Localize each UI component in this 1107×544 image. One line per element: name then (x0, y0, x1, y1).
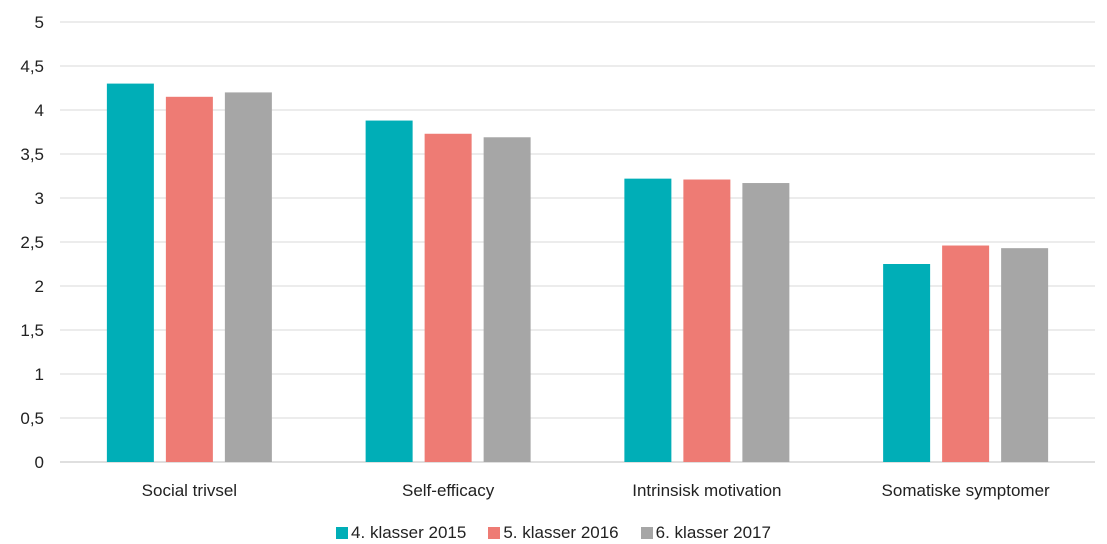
legend-label: 6. klasser 2017 (655, 523, 771, 542)
y-tick-label: 1 (35, 365, 44, 384)
bar (883, 264, 931, 462)
bar (683, 179, 731, 462)
legend-label: 5. klasser 2016 (503, 523, 619, 542)
y-axis: 0 0,5 1 1,5 2 2,5 3 3,5 4 4,5 5 (20, 13, 44, 472)
x-axis: Social trivsel Self-efficacy Intrinsisk mo… (142, 481, 1050, 500)
y-tick-label: 2,5 (20, 233, 44, 252)
bar (483, 137, 531, 462)
legend-item-4-klasser-2015: 4. klasser 2015 (336, 523, 466, 543)
bar (224, 92, 272, 463)
legend-label: 4. klasser 2015 (351, 523, 467, 542)
y-tick-label: 2 (35, 277, 44, 296)
bar (106, 83, 154, 462)
gridlines (60, 21, 1095, 463)
bar (365, 120, 413, 462)
y-tick-label: 1,5 (20, 321, 44, 340)
bar (424, 133, 472, 462)
y-tick-label: 5 (35, 13, 44, 32)
bar (742, 183, 790, 463)
legend-item-6-klasser-2017: 6. klasser 2017 (640, 523, 771, 543)
bar (942, 245, 990, 462)
y-tick-label: 4,5 (20, 57, 44, 76)
legend-swatch (640, 527, 653, 539)
legend-item-5-klasser-2016: 5. klasser 2016 (488, 523, 619, 543)
x-category-label: Social trivsel (142, 481, 237, 500)
y-tick-label: 4 (35, 101, 44, 120)
y-tick-label: 3 (35, 189, 44, 208)
x-category-label: Somatiske symptomer (882, 481, 1050, 500)
legend-swatch (488, 527, 501, 539)
x-category-label: Self-efficacy (402, 481, 495, 500)
y-tick-label: 3,5 (20, 145, 44, 164)
bar (1001, 248, 1049, 462)
bar (624, 178, 672, 462)
bar (165, 96, 213, 463)
legend-swatch (336, 527, 349, 539)
bar-chart: 0 0,5 1 1,5 2 2,5 3 3,5 4 4,5 5 Social trivsel Self… (20, 13, 1095, 500)
y-tick-label: 0 (35, 453, 44, 472)
x-category-label: Intrinsisk motivation (632, 481, 781, 500)
bars (106, 83, 1049, 463)
y-tick-label: 0,5 (20, 409, 44, 428)
legend: 4. klasser 2015 5. klasser 2016 6. klass… (0, 522, 1107, 544)
